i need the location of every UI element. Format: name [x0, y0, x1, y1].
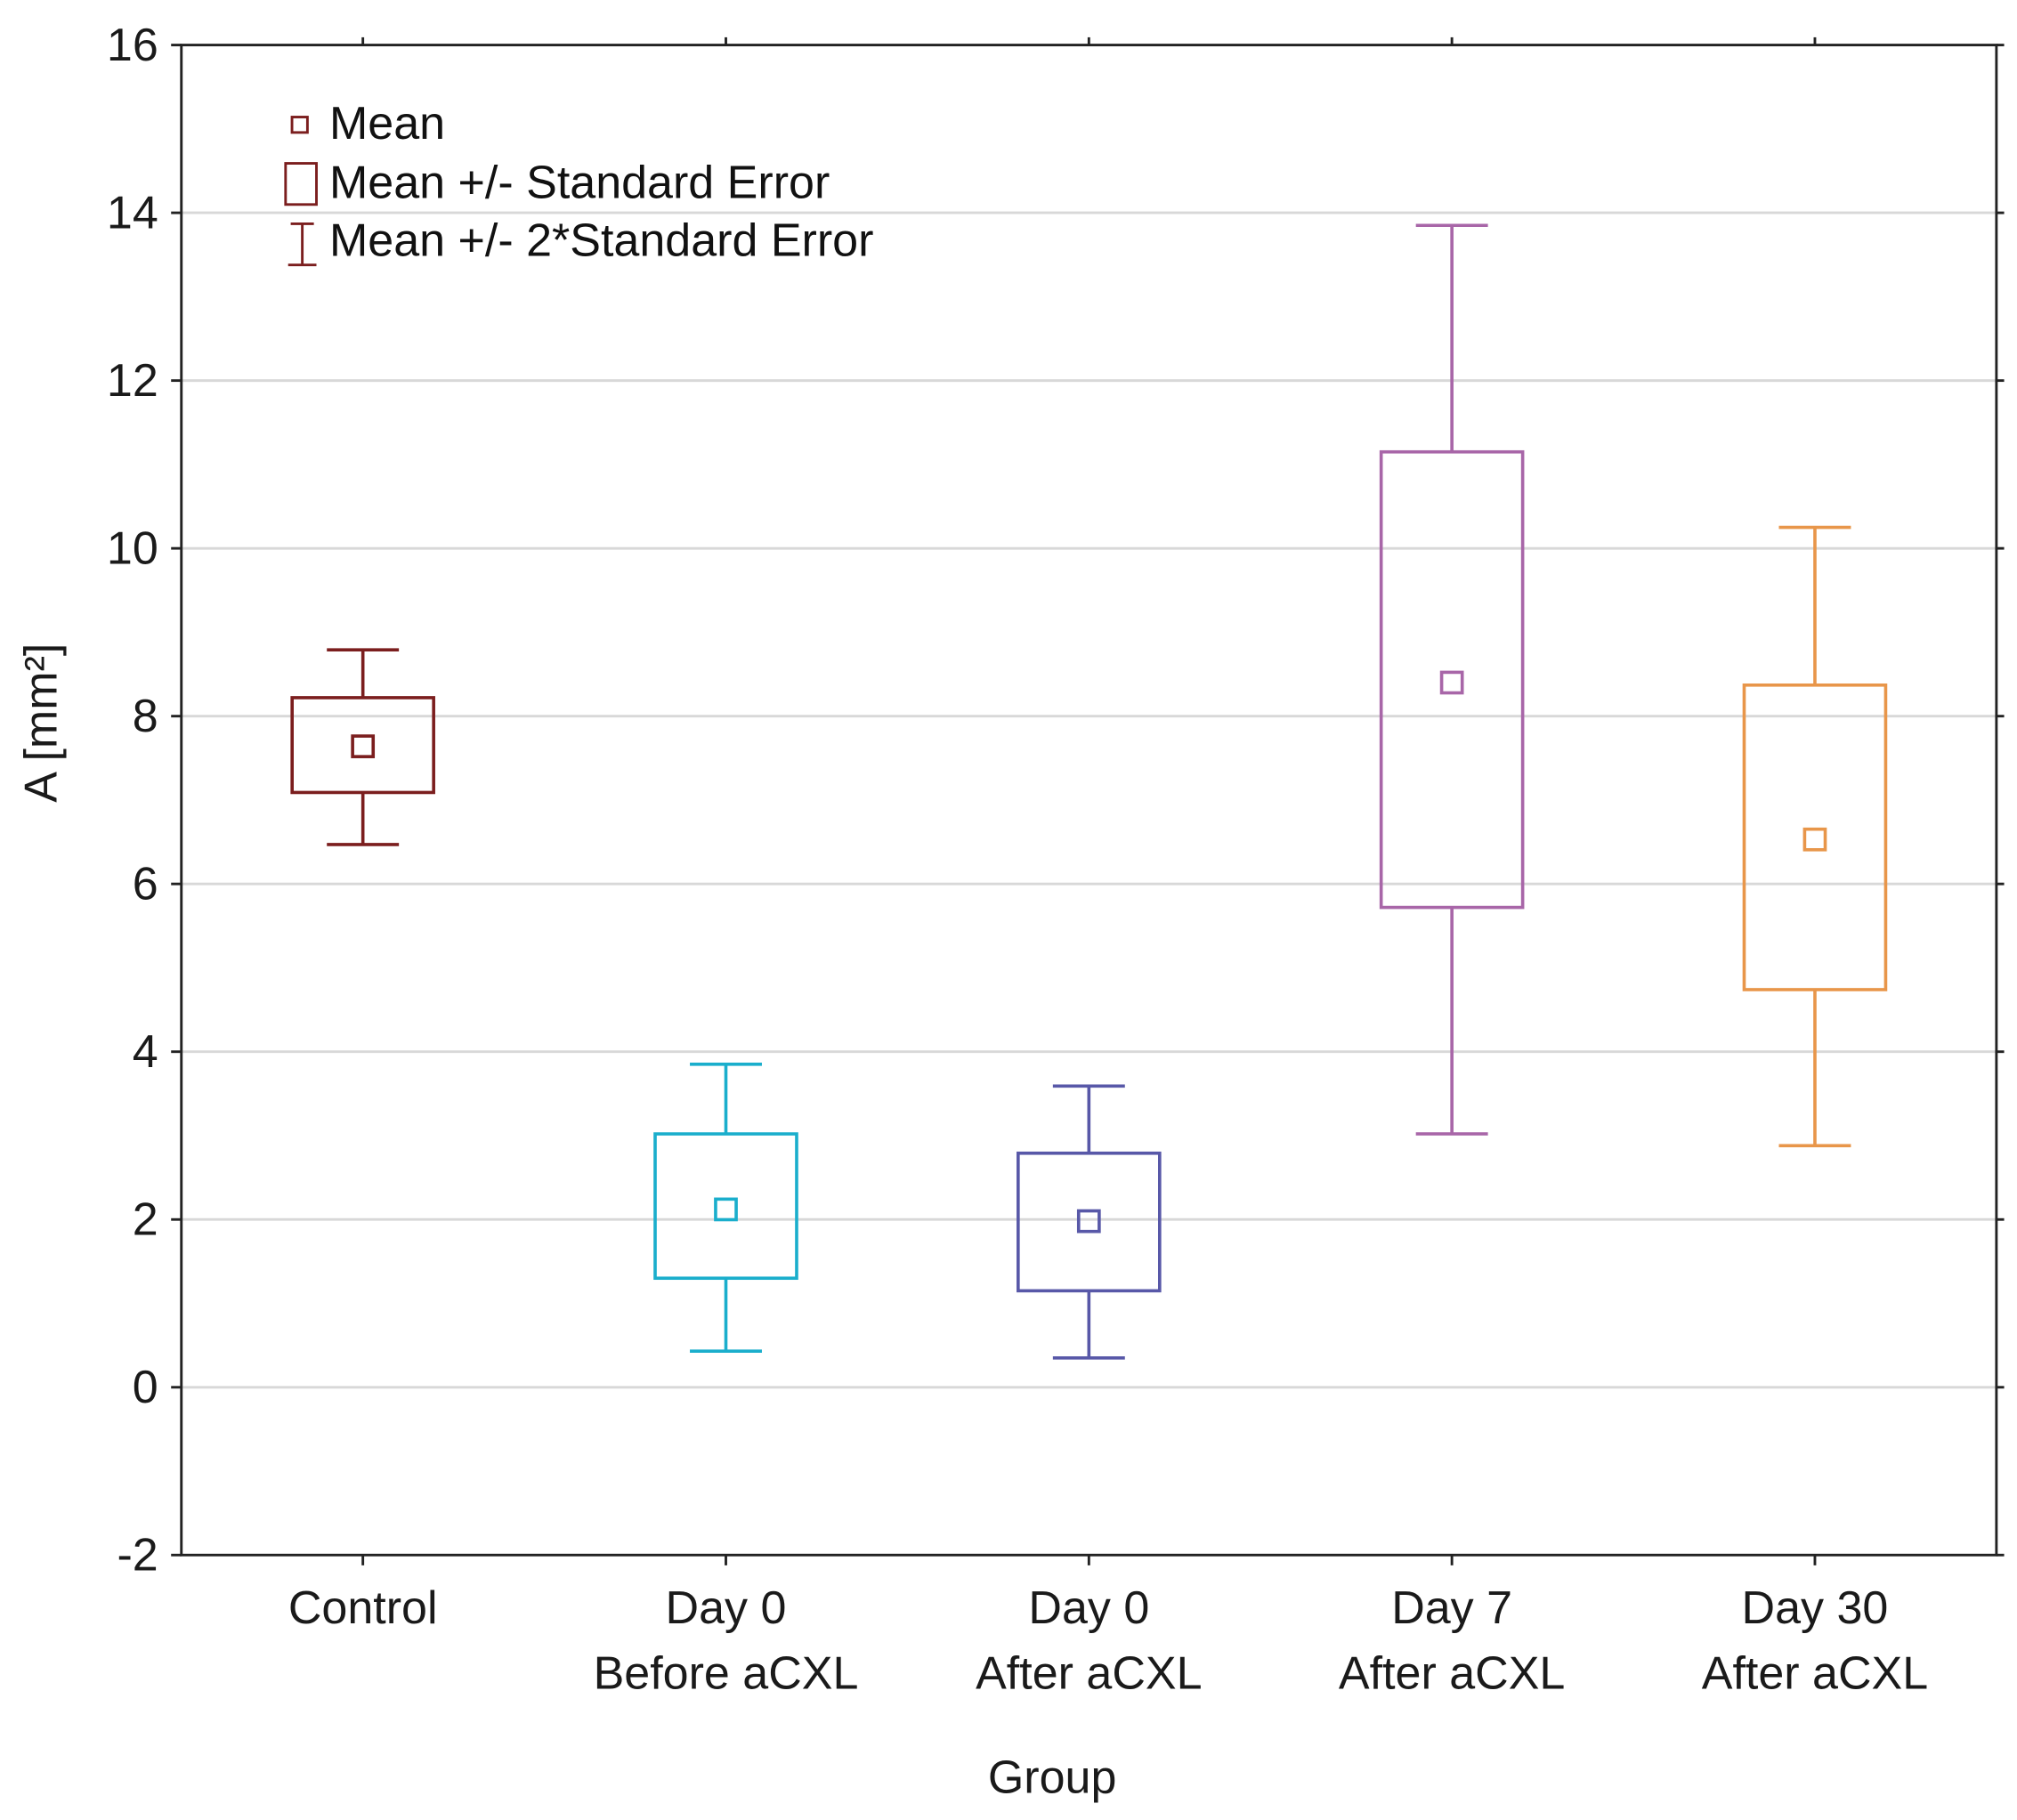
y-tick-label: 6: [133, 859, 158, 910]
legend-se-marker: [284, 162, 318, 206]
y-axis-label: A [mm²]: [16, 643, 68, 803]
y-tick-label: 16: [107, 20, 158, 71]
x-axis-label: Group: [988, 1752, 1117, 1804]
y-axis-ticks: -2 0 2 4 6 8 10 12 14 16: [107, 20, 2005, 1581]
y-tick-label: 14: [107, 187, 158, 239]
box-4: [1742, 525, 1888, 1148]
y-tick-label: 2: [133, 1194, 158, 1246]
x-tick-label: Day 7: [1391, 1582, 1512, 1634]
legend-2se-label: Mean +/- 2*Standard Error: [329, 215, 873, 267]
box-1: [653, 1063, 798, 1354]
legend-mean-marker: [290, 116, 309, 134]
se-box: [1017, 1151, 1162, 1293]
x-tick-label-line2: Before aCXL: [594, 1648, 859, 1700]
y-tick-label: 0: [133, 1362, 158, 1413]
legend: Mean Mean +/- Standard Error Mean +/- 2*…: [284, 98, 873, 267]
legend-whisker-marker: [288, 222, 317, 267]
mean-marker: [1439, 670, 1464, 695]
box-3: [1379, 223, 1525, 1136]
x-tick-label-line2: After aCXL: [976, 1648, 1202, 1700]
mean-marker: [714, 1197, 738, 1222]
box-2: [1017, 1084, 1162, 1360]
x-axis-ticks: Control Day 0 Before aCXL Day 0 After aCXL Da…: [288, 36, 1928, 1700]
gridlines: [181, 211, 1997, 1389]
boxes: [290, 223, 1888, 1360]
se-box: [1379, 449, 1525, 910]
x-tick-label: Day 0: [1028, 1582, 1149, 1634]
x-tick-label-line2: After aCXL: [1702, 1648, 1928, 1700]
mean-marker: [351, 734, 376, 758]
y-tick-label: -2: [117, 1530, 158, 1581]
legend-mean-label: Mean: [329, 98, 445, 150]
se-box: [1742, 683, 1888, 991]
x-tick-label: Day 30: [1742, 1582, 1889, 1634]
plot-frame: [180, 44, 1998, 1557]
x-tick-label: Control: [288, 1582, 438, 1634]
y-tick-label: 4: [133, 1026, 158, 1078]
legend-se-label: Mean +/- Standard Error: [329, 158, 830, 209]
y-tick-label: 12: [107, 355, 158, 407]
mean-marker: [1802, 827, 1827, 852]
se-box: [653, 1132, 798, 1281]
x-tick-label: Day 0: [666, 1582, 787, 1634]
mean-marker: [1076, 1209, 1101, 1234]
x-tick-label-line2: After aCXL: [1339, 1648, 1565, 1700]
box-0: [290, 648, 435, 846]
se-box: [290, 696, 435, 795]
y-tick-label: 8: [133, 691, 158, 742]
y-tick-label: 10: [107, 522, 158, 574]
